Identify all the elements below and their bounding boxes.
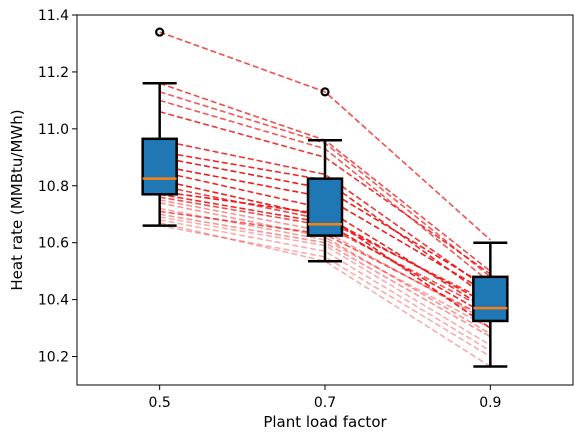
y-tick-label: 10.8 bbox=[38, 179, 69, 195]
series-line-11 bbox=[159, 179, 491, 307]
series-line-9 bbox=[159, 165, 491, 295]
x-tick-label: 0.9 bbox=[479, 395, 501, 411]
series-line-10 bbox=[159, 170, 491, 312]
series-line-1 bbox=[159, 31, 491, 241]
y-tick-label: 11.2 bbox=[38, 65, 69, 81]
series-line-16 bbox=[159, 199, 491, 324]
box-body bbox=[141, 137, 178, 196]
series-line-6 bbox=[159, 139, 491, 292]
boxplot-group bbox=[141, 27, 509, 368]
box-body bbox=[472, 275, 509, 323]
series-line-24 bbox=[159, 221, 491, 368]
x-axis-label: Plant load factor bbox=[263, 413, 387, 431]
y-tick-label: 11.0 bbox=[38, 122, 69, 138]
series-line-17 bbox=[159, 202, 491, 335]
y-tick-label: 10.4 bbox=[38, 293, 69, 309]
series-line-12 bbox=[159, 184, 491, 304]
box-0.9 bbox=[472, 241, 509, 368]
y-tick-label: 10.6 bbox=[38, 236, 69, 252]
x-tick-label: 0.7 bbox=[314, 395, 336, 411]
x-tick-label: 0.5 bbox=[149, 395, 171, 411]
series-line-22 bbox=[159, 219, 491, 352]
box-body bbox=[306, 177, 344, 237]
series-line-23 bbox=[159, 224, 491, 358]
series-line-8 bbox=[159, 156, 491, 289]
outlier-point bbox=[320, 87, 330, 97]
box-0.7 bbox=[306, 87, 344, 263]
y-axis-label: Heat rate (MMBtu/MWh) bbox=[8, 109, 26, 290]
x-axis: 0.5 0.7 0.9 bbox=[149, 385, 501, 411]
outlier-point bbox=[155, 27, 165, 37]
y-tick-label: 11.4 bbox=[38, 8, 69, 24]
box-0.5 bbox=[141, 27, 178, 227]
y-axis: 10.2 10.4 10.6 10.8 11.0 11.2 11.4 bbox=[38, 8, 77, 366]
y-tick-label: 10.2 bbox=[38, 350, 69, 366]
